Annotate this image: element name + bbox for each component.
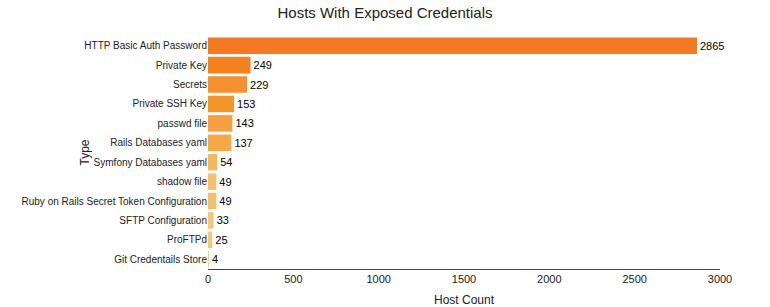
svg-text:137: 137	[234, 137, 252, 149]
svg-text:passwd file: passwd file	[158, 118, 208, 129]
svg-text:249: 249	[254, 59, 272, 71]
svg-text:Ruby on Rails Secret Token Con: Ruby on Rails Secret Token Configuration	[22, 196, 207, 207]
svg-text:33: 33	[217, 214, 229, 226]
svg-text:3000: 3000	[708, 273, 732, 285]
svg-text:Type: Type	[78, 139, 92, 165]
svg-text:SFTP Configuration: SFTP Configuration	[119, 215, 207, 226]
svg-text:4: 4	[212, 253, 218, 265]
svg-text:153: 153	[237, 98, 255, 110]
svg-text:500: 500	[284, 273, 302, 285]
svg-text:Hosts With Exposed Credentials: Hosts With Exposed Credentials	[277, 4, 492, 21]
svg-text:49: 49	[219, 195, 231, 207]
svg-text:1000: 1000	[366, 273, 390, 285]
svg-text:Rails Databases yaml: Rails Databases yaml	[110, 137, 207, 148]
svg-text:143: 143	[235, 117, 253, 129]
svg-text:Secrets: Secrets	[173, 79, 207, 90]
svg-text:25: 25	[215, 234, 227, 246]
svg-text:1500: 1500	[452, 273, 476, 285]
svg-text:54: 54	[220, 156, 232, 168]
svg-text:2500: 2500	[622, 273, 646, 285]
svg-text:Git Credentails Store: Git Credentails Store	[114, 254, 207, 265]
svg-text:2865: 2865	[700, 40, 724, 52]
svg-text:229: 229	[250, 79, 268, 91]
svg-text:HTTP Basic Auth Password: HTTP Basic Auth Password	[84, 40, 207, 51]
svg-text:ProFTPd: ProFTPd	[167, 234, 207, 245]
svg-text:shadow file: shadow file	[157, 176, 207, 187]
svg-text:Private Key: Private Key	[156, 60, 207, 71]
svg-text:0: 0	[205, 273, 211, 285]
svg-text:Symfony Databases yaml: Symfony Databases yaml	[94, 157, 207, 168]
svg-text:2000: 2000	[537, 273, 561, 285]
svg-text:Host Count: Host Count	[434, 293, 495, 307]
svg-text:49: 49	[219, 176, 231, 188]
svg-text:Private SSH Key: Private SSH Key	[133, 98, 207, 109]
